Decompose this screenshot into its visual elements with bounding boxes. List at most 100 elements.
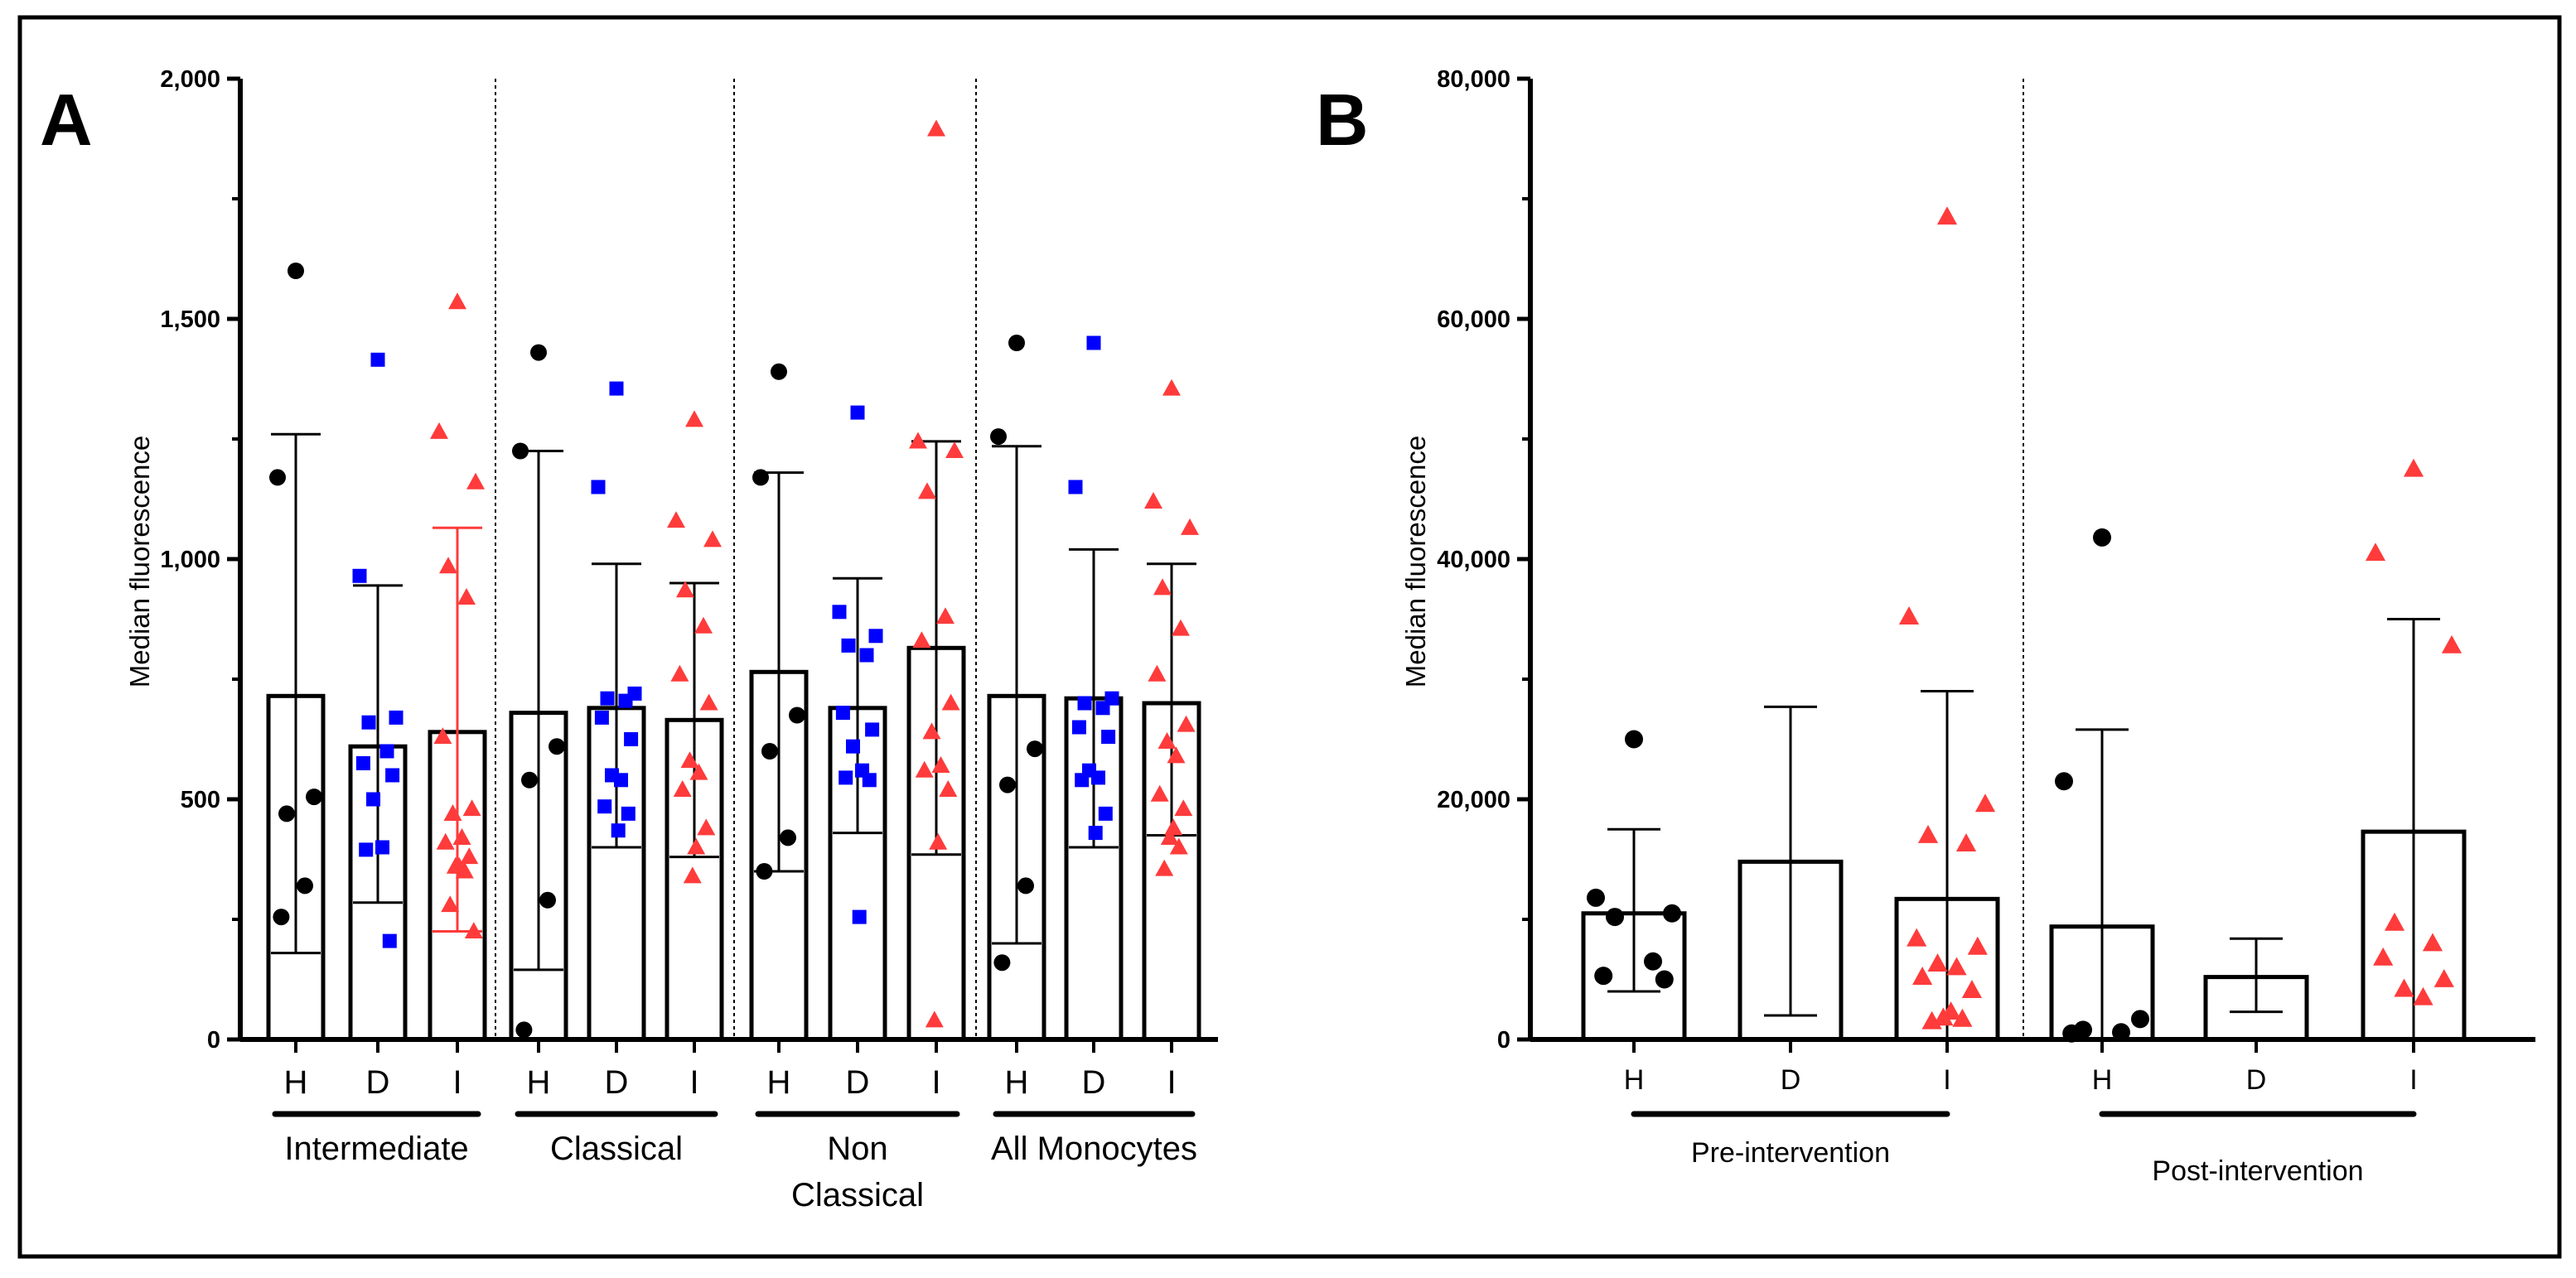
- panel-a-non-classical-h-point: [771, 363, 787, 380]
- panel-a-all-monocytes-d-point: [1075, 773, 1090, 788]
- panel-a-all-monocytes-i-point: [1155, 859, 1174, 876]
- panel-b-post-intervention-h-point: [2131, 1010, 2149, 1029]
- panel-a-non-classical-i-point: [909, 432, 927, 449]
- panel-a-non-classical-d-point: [835, 706, 850, 721]
- panel-a-all-monocytes-h-point: [999, 776, 1016, 793]
- panel-a-classical-h-point: [521, 771, 538, 789]
- panel-b-y-axis-label: Median fluorescence: [1400, 436, 1431, 688]
- panel-a-x-category-label: H: [767, 1064, 791, 1101]
- panel-a-group-label: All Monocytes: [991, 1131, 1197, 1167]
- panel-a-intermediate-d-point: [366, 792, 380, 807]
- panel-a-classical-d-point: [621, 806, 636, 821]
- panel-a-all-monocytes-h-point: [990, 428, 1007, 446]
- panel-a-intermediate-d-point: [389, 710, 404, 725]
- panel-a-non-classical-i-point: [931, 756, 950, 773]
- panel-a-all-monocytes-i-point: [1169, 837, 1188, 855]
- panel-a-all-monocytes-h-point: [1017, 877, 1034, 895]
- panel-a-group-label: Intermediate: [284, 1131, 468, 1167]
- panel-a-all-monocytes-i-point: [1160, 828, 1179, 845]
- panel-a-classical-h-point: [539, 891, 556, 909]
- panel-a-intermediate-i-point: [441, 895, 460, 913]
- panel-a-all-monocytes-d-point: [1086, 335, 1101, 350]
- panel-a-y-tick-label: 2,000: [160, 66, 220, 93]
- panel-a-all-monocytes-i-point: [1158, 732, 1177, 749]
- panel-a-non-classical-d-point: [862, 773, 877, 788]
- panel-b-x-category-label: H: [1624, 1064, 1645, 1096]
- panel-b-pre-intervention-i-point: [1955, 833, 1977, 852]
- panel-a-classical-d-point: [591, 480, 606, 494]
- panel-a-classical-d-point: [614, 773, 628, 788]
- panel-a-classical-d-point: [618, 693, 633, 708]
- panel-a-y-tick-label: 1,000: [160, 547, 220, 573]
- panel-a-all-monocytes-h-point: [993, 954, 1011, 972]
- panel-a-classical-i-point: [685, 410, 703, 427]
- panel-b-pre-intervention-h-point: [1663, 904, 1681, 923]
- panel-a-chart: Median fluorescence 0 500 1,000 1,500 2,000 H…: [124, 66, 1218, 1213]
- panel-a-all-monocytes-d-point: [1101, 730, 1116, 745]
- panel-a-non-classical-i-point: [912, 631, 931, 649]
- panel-a-intermediate-h-point: [269, 469, 286, 486]
- panel-a-classical-i-point: [667, 511, 685, 528]
- panel-a-all-monocytes-h-point: [1008, 335, 1025, 351]
- panel-a-classical-i-point: [683, 866, 702, 884]
- panel-a-all-monocytes-i-point: [1162, 379, 1181, 396]
- panel-a-x-category-label: I: [931, 1064, 940, 1101]
- panel-a-intermediate-i-point: [446, 856, 465, 874]
- figure-border: [17, 15, 2562, 1259]
- panel-a-non-classical-i-point: [925, 1010, 944, 1028]
- panel-b-pre-intervention-i-point: [1961, 980, 1982, 998]
- panel-b-x-category-label: I: [2409, 1064, 2417, 1096]
- panel-b-x-category-label: I: [1943, 1064, 1950, 1096]
- panel-a-intermediate-i-point: [464, 922, 483, 939]
- panel-b-post-intervention-i-point: [2422, 933, 2443, 952]
- panel-a-non-classical-d-point: [850, 405, 865, 420]
- panel-a-intermediate-i-point: [455, 861, 474, 879]
- panel-a-intermediate-i-point: [460, 847, 479, 865]
- panel-a-non-classical-i-point: [922, 722, 941, 740]
- panel-a-non-classical-i-point: [929, 832, 948, 850]
- panel-a-intermediate-h-point: [297, 877, 313, 895]
- panel-a-all-monocytes-i-point: [1174, 799, 1193, 817]
- panel-a-non-classical-d-point: [852, 909, 867, 924]
- panel-b-pre-intervention-h-point: [1655, 970, 1674, 989]
- panel-a-non-classical-h-point: [756, 863, 773, 880]
- panel-a-intermediate-d-point: [382, 933, 397, 948]
- panel-a-classical-i-point: [673, 780, 692, 797]
- panel-a-all-monocytes-i-point: [1181, 518, 1199, 535]
- panel-a-intermediate-d-point: [361, 715, 376, 730]
- panel-a-all-monocytes-d-point: [1088, 826, 1103, 841]
- panel-a-intermediate-d-point: [370, 352, 385, 367]
- panel-a-non-classical-d-point: [868, 629, 883, 644]
- panel-a-classical-i-point: [670, 664, 689, 682]
- panel-b-group-label: Post-intervention: [2152, 1155, 2363, 1187]
- panel-a-classical-i-point: [687, 837, 706, 855]
- panel-a-intermediate-i-point: [448, 292, 466, 310]
- panel-a-x-category-label: D: [366, 1064, 390, 1101]
- panel-a-x-category-label: I: [689, 1064, 698, 1101]
- panel-a-intermediate-d-point: [355, 756, 370, 770]
- panel-b-pre-intervention-i-point: [1936, 206, 1958, 225]
- panel-b-pre-intervention-h-point: [1606, 908, 1624, 927]
- panel-b-y-tick-label: 80,000: [1437, 66, 1510, 93]
- panel-b-letter: B: [1316, 79, 1369, 161]
- panel-a-non-classical-d-point: [865, 722, 880, 737]
- panel-a-intermediate-d-point: [385, 768, 400, 783]
- panel-a-intermediate-d-point: [352, 568, 367, 583]
- panel-a-intermediate-d-point: [379, 744, 394, 759]
- panel-a-classical-d-point: [611, 823, 626, 838]
- panel-b-pre-intervention-h-point: [1587, 888, 1605, 907]
- panel-a-all-monocytes-i-point: [1167, 746, 1186, 764]
- panel-b-y-tick-label: 20,000: [1437, 787, 1510, 813]
- panel-a-y-tick-label: 500: [181, 787, 220, 813]
- panel-a-classical-i-point: [703, 530, 722, 547]
- panel-b-post-intervention-i-point: [2373, 947, 2394, 966]
- panel-a-non-classical-i-point: [941, 693, 960, 711]
- panel-a-classical-d-point: [597, 799, 612, 814]
- panel-a-all-monocytes-d-point: [1071, 720, 1086, 735]
- panel-a-intermediate-i-point: [436, 832, 455, 850]
- panel-b-pre-intervention-i-point: [1907, 928, 1927, 947]
- panel-b-post-intervention-i-point: [2384, 912, 2405, 931]
- panel-a-y-tick-label: 1,500: [160, 306, 220, 333]
- panel-b-pre-intervention-i-point: [1933, 1007, 1954, 1026]
- panel-a-classical-d-point: [594, 710, 609, 725]
